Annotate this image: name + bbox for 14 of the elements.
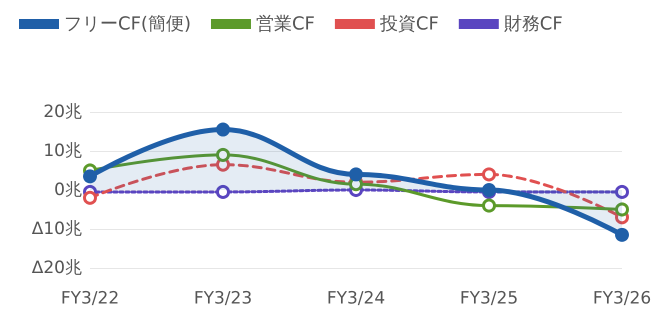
legend-label: フリーCF(簡便) [64,14,191,34]
x-tick-label: FY3/22 [60,288,120,308]
legend-label: 財務CF [504,14,563,34]
y-tick-label: 20兆 [43,102,82,122]
legend-label: 営業CF [256,14,315,34]
x-tick-label: FY3/23 [194,288,252,308]
x-tick-label: FY3/25 [460,288,518,308]
y-tick-label: Δ10兆 [32,219,82,239]
y-tick-label: 10兆 [43,141,82,161]
legend-label: 投資CF [378,14,439,34]
y-tick-label: Δ20兆 [32,258,82,278]
x-tick-label: FY3/26 [592,288,652,308]
y-tick-label: 0兆 [54,180,82,200]
x-tick-label: FY3/24 [326,288,386,308]
